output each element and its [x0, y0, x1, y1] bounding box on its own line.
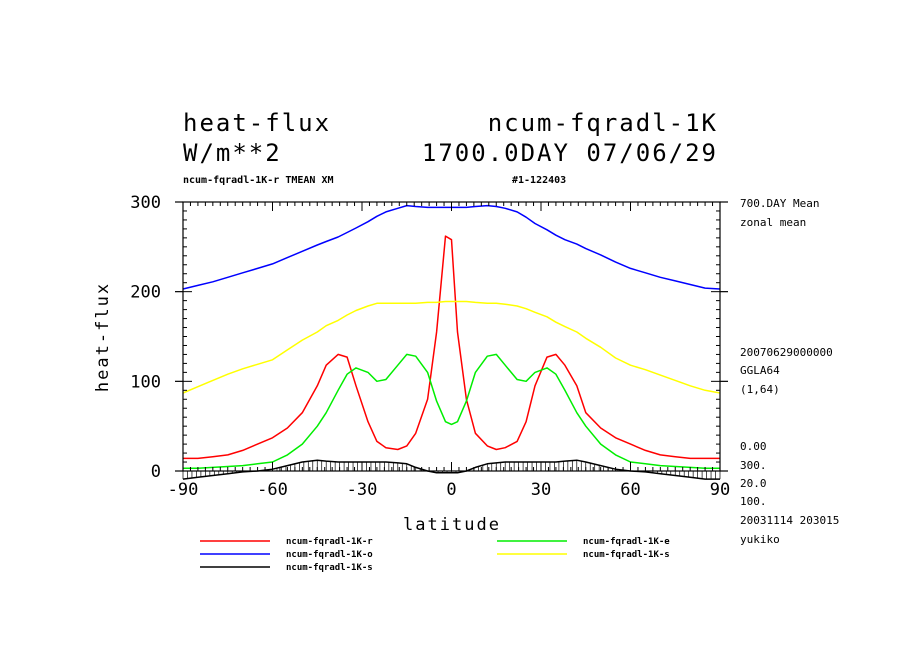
subtitle-right: #1-122403	[512, 175, 566, 186]
x-tick-label: -30	[347, 480, 378, 500]
series-line-4	[182, 459, 720, 480]
side-timestamp: 20070629000000	[740, 346, 833, 359]
x-tick-label: 30	[531, 480, 551, 500]
side-user: yukiko	[740, 533, 780, 546]
y-tick-label: 300	[130, 193, 161, 213]
side-mean: 700.DAY Mean	[740, 197, 819, 210]
model-name: ncum-fqradl-1K	[488, 109, 718, 137]
series-line-0	[183, 235, 720, 460]
legend-label: ncum-fqradl-1K-o	[286, 550, 373, 560]
legend-label: ncum-fqradl-1K-e	[583, 537, 670, 547]
legend: ncum-fqradl-1K-r ncum-fqradl-1K-o ncum-fqr…	[200, 537, 670, 573]
series-line-3	[182, 300, 721, 394]
x-tick-label: 90	[710, 480, 730, 500]
side-run: 20031114 203015	[740, 514, 839, 527]
y-axis-label: heat-flux	[93, 282, 113, 392]
side-index: (1,64)	[740, 383, 780, 396]
x-tick-label: -60	[257, 480, 288, 500]
units-label: W/m**2	[183, 139, 282, 167]
side-v1: 0.00	[740, 440, 767, 453]
x-tick-label: -90	[168, 480, 199, 500]
side-zonal: zonal mean	[740, 216, 806, 229]
side-v3: 20.0	[740, 477, 767, 490]
subtitle-left: ncum-fqradl-1K-r TMEAN XM	[183, 175, 334, 186]
side-grid: GGLA64	[740, 364, 780, 377]
chart-title: heat-flux	[183, 109, 331, 137]
series-layer	[182, 204, 721, 480]
legend-label: ncum-fqradl-1K-s	[583, 550, 670, 560]
y-tick-label: 0	[151, 462, 161, 482]
side-v4: 100.	[740, 495, 767, 508]
legend-label: ncum-fqradl-1K-r	[286, 537, 373, 547]
tick-labels: -90 -60 -30 0 30 60 90 0 100 200 300	[130, 193, 730, 500]
y-tick-label: 100	[130, 372, 161, 392]
axes	[175, 201, 728, 472]
x-tick-label: 60	[620, 480, 640, 500]
y-tick-label: 200	[130, 283, 161, 303]
x-tick-label: 0	[446, 480, 456, 500]
series-line-1	[183, 353, 720, 470]
x-axis-label: latitude	[403, 515, 501, 535]
legend-label: ncum-fqradl-1K-s	[286, 563, 373, 573]
day-date-label: 1700.0DAY 07/06/29	[422, 139, 718, 167]
side-v2: 300.	[740, 459, 767, 472]
